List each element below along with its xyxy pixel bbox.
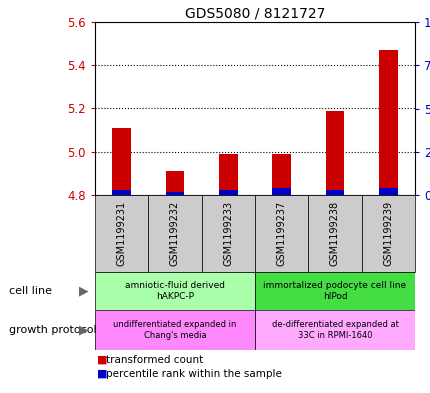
Text: ▶: ▶ <box>79 323 89 336</box>
Bar <box>112 128 131 195</box>
Bar <box>201 195 255 272</box>
Text: GSM1199237: GSM1199237 <box>276 201 286 266</box>
Bar <box>255 310 414 350</box>
Bar <box>255 195 307 272</box>
Bar <box>307 195 361 272</box>
Text: ▶: ▶ <box>79 285 89 298</box>
Text: GSM1199238: GSM1199238 <box>329 201 339 266</box>
Text: undifferentiated expanded in
Chang's media: undifferentiated expanded in Chang's med… <box>113 320 236 340</box>
Text: growth protocol: growth protocol <box>9 325 96 335</box>
Bar <box>218 190 237 195</box>
Bar <box>165 171 184 195</box>
Bar <box>95 272 255 310</box>
Text: ■: ■ <box>97 369 107 379</box>
Bar <box>165 191 184 195</box>
Text: GSM1199232: GSM1199232 <box>169 201 180 266</box>
Bar <box>218 154 237 195</box>
Bar <box>378 188 397 195</box>
Text: percentile rank within the sample: percentile rank within the sample <box>105 369 281 379</box>
Bar <box>378 50 397 195</box>
Text: ■: ■ <box>97 355 107 365</box>
Bar <box>325 111 344 195</box>
Bar <box>361 195 414 272</box>
Text: cell line: cell line <box>9 286 52 296</box>
Bar <box>95 195 148 272</box>
Text: GSM1199239: GSM1199239 <box>382 201 393 266</box>
Bar <box>325 190 344 195</box>
Text: immortalized podocyte cell line
hIPod: immortalized podocyte cell line hIPod <box>263 281 405 301</box>
Bar <box>272 188 290 195</box>
Bar <box>112 190 131 195</box>
Text: GSM1199233: GSM1199233 <box>223 201 233 266</box>
Bar <box>272 154 290 195</box>
Text: amniotic-fluid derived
hAKPC-P: amniotic-fluid derived hAKPC-P <box>125 281 224 301</box>
Bar <box>95 310 255 350</box>
Text: GSM1199231: GSM1199231 <box>117 201 126 266</box>
Text: transformed count: transformed count <box>105 355 203 365</box>
Text: de-differentiated expanded at
33C in RPMI-1640: de-differentiated expanded at 33C in RPM… <box>271 320 397 340</box>
Bar <box>148 195 201 272</box>
Bar <box>255 272 414 310</box>
Title: GDS5080 / 8121727: GDS5080 / 8121727 <box>184 7 324 21</box>
